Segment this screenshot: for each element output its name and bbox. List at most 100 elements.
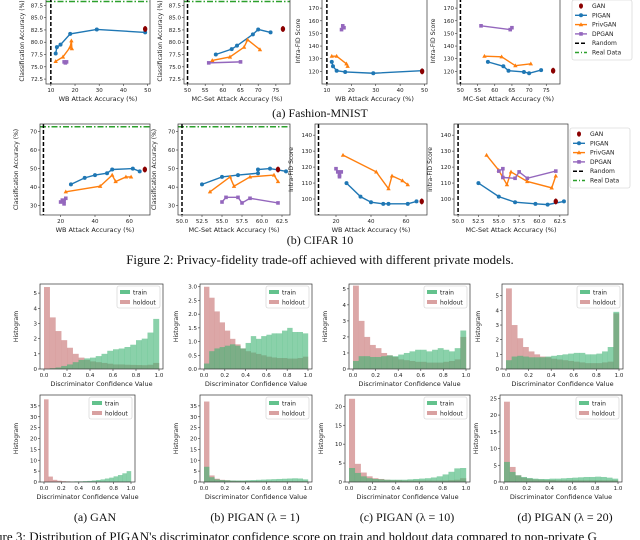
axes-frame <box>177 123 291 216</box>
dpgan-point <box>63 196 68 201</box>
y-tick-label: 2 <box>34 337 38 343</box>
x-tick-label: 55 <box>202 88 209 94</box>
train-bar <box>454 348 461 369</box>
train-bar <box>282 330 288 369</box>
x-tick-label: 60.0 <box>533 219 546 225</box>
y-tick-label: 0 <box>496 367 500 373</box>
holdout-legend-label: holdout <box>440 411 463 418</box>
holdout-bar <box>52 479 58 482</box>
y-tick-label: 130 <box>444 57 455 63</box>
legend-label: DPGAN <box>590 159 611 166</box>
x-tick-label: 70 <box>526 88 533 94</box>
train-bar <box>84 358 91 369</box>
pigan-point <box>256 27 261 32</box>
y-tick-label: 10 <box>190 458 197 464</box>
train-bar <box>413 478 420 482</box>
train-bar <box>240 480 246 482</box>
train-bar <box>83 481 88 482</box>
dpgan-point <box>339 170 344 174</box>
holdout-bar <box>353 285 359 369</box>
holdout-bar <box>61 340 68 369</box>
holdout-bar <box>358 320 365 369</box>
holdout-legend-label: holdout <box>133 300 156 307</box>
x-tick-label: 0.2 <box>63 373 72 379</box>
privgan-point <box>210 58 215 63</box>
y-tick-label: 110 <box>302 181 313 187</box>
x-tick-label: 50.0 <box>452 219 465 225</box>
privgan-point <box>482 53 487 58</box>
y-axis-label: Histogram <box>173 423 180 454</box>
y-axis-label: Classification Accuracy (%) <box>13 129 20 210</box>
x-tick-label: 0.6 <box>262 373 271 379</box>
gan-point <box>419 68 425 75</box>
gan-legend-marker <box>577 131 581 137</box>
privgan-point <box>63 189 68 194</box>
holdout-legend-label: holdout <box>282 300 305 307</box>
train-bar <box>91 480 97 482</box>
pigan-point <box>54 45 59 50</box>
train-bar <box>401 479 408 482</box>
privgan-point <box>97 183 103 188</box>
train-bar <box>430 477 437 482</box>
axes-frame <box>501 283 624 370</box>
train-bar <box>358 356 365 369</box>
x-tick-label: 0.6 <box>109 373 118 379</box>
pigan-point <box>250 32 255 37</box>
train-bar <box>572 477 579 482</box>
pigan-point <box>545 202 550 207</box>
pigan-point <box>82 175 87 180</box>
y-tick-label: 75.0 <box>31 65 44 71</box>
y-tick-label: 10 <box>490 447 497 453</box>
train-bar <box>460 468 467 482</box>
y-tick-label: 15 <box>190 447 197 453</box>
train-bar <box>266 479 272 482</box>
legend-label: GAN <box>590 131 603 138</box>
privgan-point <box>53 59 58 63</box>
pigan-point <box>68 182 73 187</box>
train-bar <box>72 362 79 369</box>
privgan-point <box>405 182 410 187</box>
train-bar <box>276 478 283 482</box>
privgan-point <box>508 169 514 174</box>
dpgan-point <box>508 27 513 32</box>
train-bar <box>449 351 455 369</box>
train-bar <box>596 353 603 369</box>
holdout-bar <box>506 288 512 369</box>
pigan-point <box>527 71 532 76</box>
x-axis-label: Discriminator Confidence Value <box>358 380 460 388</box>
train-bar <box>219 347 225 369</box>
y-tick-label: 2.5 <box>188 298 197 304</box>
dpgan-point <box>501 175 505 180</box>
train-bar <box>528 357 535 369</box>
dpgan-point <box>335 170 340 174</box>
privgan-point <box>257 47 263 52</box>
x-tick-label: 55.0 <box>216 219 229 225</box>
y-tick-label: 130 <box>309 57 320 63</box>
y-axis-label: Histogram <box>473 423 480 454</box>
y-axis-label: Histogram <box>13 311 20 342</box>
train-bar <box>566 477 573 482</box>
dpgan-point <box>479 24 483 28</box>
x-tick-label: 0.0 <box>349 373 358 379</box>
y-tick-label: 1 <box>496 352 500 358</box>
y-tick-label: 120 <box>309 69 320 75</box>
y-tick-label: 85.0 <box>169 16 182 22</box>
gan-point <box>142 166 148 173</box>
y-tick-label: 35 <box>30 404 37 410</box>
train-bar <box>90 357 96 369</box>
y-tick-label: 72.5 <box>169 77 182 83</box>
x-tick-label: 0.6 <box>569 373 578 379</box>
train-legend-swatch <box>580 290 590 294</box>
y-tick-label: 20 <box>190 437 197 443</box>
pigan-point <box>343 69 348 74</box>
legend-label: PIGAN <box>592 12 611 19</box>
train-bar <box>204 466 210 482</box>
fig2a-subcaption: (a) Fashion-MNIST <box>272 106 368 120</box>
pigan-point <box>381 201 386 206</box>
x-tick-label: 0.8 <box>109 486 118 492</box>
train-bar <box>214 479 220 482</box>
train-bar <box>360 476 367 482</box>
x-tick-label: 0.0 <box>345 486 354 492</box>
y-tick-label: 1 <box>34 352 38 358</box>
x-tick-label: 0.2 <box>220 486 229 492</box>
